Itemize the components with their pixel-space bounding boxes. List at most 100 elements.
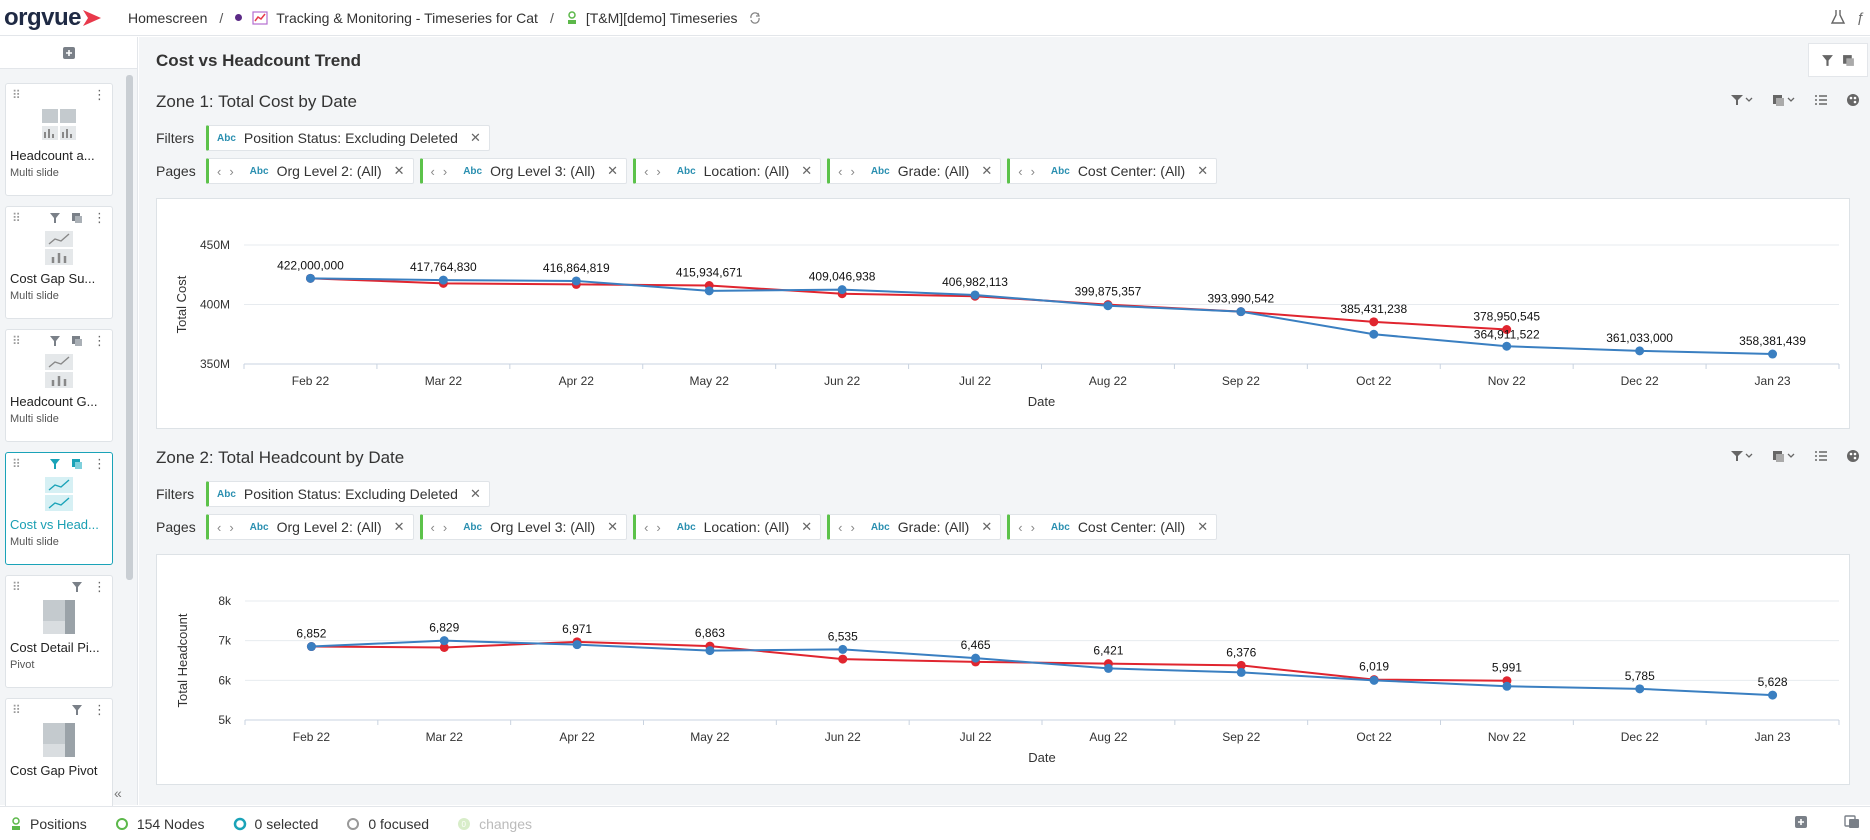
page-chip[interactable]: ‹› Abc Grade: (All) ✕ [827, 158, 1002, 184]
page-nav-arrows[interactable]: ‹› [1018, 519, 1043, 535]
palette-icon[interactable] [1846, 449, 1860, 468]
page-chip[interactable]: ‹› Abc Grade: (All) ✕ [827, 514, 1002, 540]
remove-page-icon[interactable]: ✕ [607, 163, 619, 178]
legend-icon[interactable] [1814, 449, 1828, 468]
zone-pages-dropdown[interactable] [1772, 449, 1796, 468]
filter-chip[interactable]: Abc Position Status: Excluding Deleted ✕ [206, 481, 490, 507]
duplicate-panel-icon[interactable] [1844, 815, 1860, 829]
filter-chip[interactable]: Abc Position Status: Excluding Deleted ✕ [206, 125, 490, 151]
collapse-sidebar-icon[interactable]: « [114, 785, 122, 801]
page-chip[interactable]: ‹› Abc Location: (All) ✕ [633, 158, 822, 184]
page-chip-label: Cost Center: [1077, 519, 1157, 535]
slide-title: Cost Gap Su... [10, 271, 96, 286]
zone-filter-dropdown[interactable] [1730, 449, 1754, 468]
remove-page-icon[interactable]: ✕ [607, 519, 619, 534]
page-chip[interactable]: ‹› Abc Org Level 3: (All) ✕ [419, 514, 628, 540]
pages-icon[interactable] [1842, 54, 1855, 67]
page-chip[interactable]: ‹› Abc Org Level 2: (All) ✕ [206, 514, 414, 540]
drag-handle-icon[interactable]: ⠿ [12, 334, 21, 348]
more-options-icon[interactable]: ⋮ [93, 87, 106, 102]
slide-card[interactable]: ⠿ ⋮ Headcount a... Multi slide [5, 83, 113, 196]
slide-card-active[interactable]: ⠿ ⋮ Cost vs Head... Multi slide [5, 452, 113, 565]
data-point [1635, 346, 1645, 356]
page-chip[interactable]: ‹› Abc Cost Center: (All) ✕ [1007, 514, 1218, 540]
function-icon[interactable]: ƒ [1856, 9, 1864, 25]
page-chip[interactable]: ‹› Abc Location: (All) ✕ [633, 514, 822, 540]
data-point [305, 273, 315, 283]
lab-flask-icon[interactable] [1830, 8, 1848, 26]
filter-icon[interactable] [49, 335, 61, 347]
pages-icon[interactable] [71, 212, 83, 224]
remove-page-icon[interactable]: ✕ [801, 163, 813, 178]
text-type-badge: Abc [870, 521, 890, 533]
remove-filter-icon[interactable]: ✕ [469, 486, 481, 501]
filter-icon[interactable] [71, 581, 83, 593]
node-count[interactable]: 154 Nodes [115, 816, 205, 832]
remove-page-icon[interactable]: ✕ [981, 519, 993, 534]
pages-icon[interactable] [71, 458, 83, 470]
page-nav-arrows[interactable]: ‹› [644, 519, 669, 535]
page-nav-arrows[interactable]: ‹› [430, 163, 456, 179]
more-options-icon[interactable]: ⋮ [93, 456, 106, 471]
refresh-icon[interactable] [748, 11, 762, 25]
x-tick-label: Feb 22 [292, 374, 330, 388]
page-nav-arrows[interactable]: ‹› [1018, 163, 1043, 179]
breadcrumb-home[interactable]: Homescreen [128, 9, 208, 26]
more-options-icon[interactable]: ⋮ [93, 333, 106, 348]
page-chip[interactable]: ‹› Abc Org Level 3: (All) ✕ [419, 158, 628, 184]
page-nav-arrows[interactable]: ‹› [838, 519, 863, 535]
cost-line-chart[interactable]: 350M 400M 450M Feb 22 Mar 22 Apr 22 May 22 Jun … [157, 199, 1851, 430]
page-nav-arrows[interactable]: ‹› [838, 163, 863, 179]
breadcrumb-dataset[interactable]: Tracking & Monitoring - Timeseries for C… [276, 9, 538, 26]
more-options-icon[interactable]: ⋮ [93, 702, 106, 717]
breadcrumb-view[interactable]: [T&M][demo] Timeseries [585, 9, 738, 26]
slide-card[interactable]: ⠿ ⋮ Cost Detail Pi... Pivot [5, 575, 113, 688]
page-filter-panel[interactable] [1808, 43, 1868, 77]
drag-handle-icon[interactable]: ⠿ [12, 580, 21, 594]
drag-handle-icon[interactable]: ⠿ [12, 703, 21, 717]
filter-icon[interactable] [49, 212, 61, 224]
data-point [838, 654, 848, 664]
add-panel-icon[interactable] [1794, 815, 1808, 829]
focused-count[interactable]: 0 focused [346, 816, 429, 832]
changes-indicator[interactable]: 0 changes [457, 816, 532, 832]
remove-filter-icon[interactable]: ✕ [469, 130, 481, 145]
remove-page-icon[interactable]: ✕ [981, 163, 993, 178]
remove-page-icon[interactable]: ✕ [393, 519, 405, 534]
more-options-icon[interactable]: ⋮ [93, 210, 106, 225]
slide-card[interactable]: ⠿ ⋮ Cost Gap Pivot [5, 698, 113, 811]
pages-icon[interactable] [71, 335, 83, 347]
sidebar-scrollbar[interactable] [126, 75, 133, 580]
selected-count[interactable]: 0 selected [233, 816, 318, 832]
page-chip[interactable]: ‹› Abc Cost Center: (All) ✕ [1007, 158, 1218, 184]
zone-filter-dropdown[interactable] [1730, 93, 1754, 112]
remove-page-icon[interactable]: ✕ [393, 163, 405, 178]
page-chip[interactable]: ‹› Abc Org Level 2: (All) ✕ [206, 158, 414, 184]
palette-icon[interactable] [1846, 93, 1860, 112]
page-nav-arrows[interactable]: ‹› [644, 163, 669, 179]
data-point [970, 290, 980, 300]
filter-icon[interactable] [1821, 54, 1834, 67]
statusbar-actions [1794, 815, 1860, 829]
page-nav-arrows[interactable]: ‹› [217, 163, 242, 179]
filter-icon[interactable] [49, 458, 61, 470]
headcount-line-chart[interactable]: 5k 6k 7k 8k Feb 22 Mar 22 Apr 22 May 22 Jun 22 Ju… [157, 555, 1851, 786]
dataset-indicator[interactable]: Positions [10, 816, 87, 832]
more-options-icon[interactable]: ⋮ [93, 579, 106, 594]
filter-icon[interactable] [71, 704, 83, 716]
slide-card[interactable]: ⠿ ⋮ Cost Gap Su... Multi slide [5, 206, 113, 319]
drag-handle-icon[interactable]: ⠿ [12, 457, 21, 471]
orgvue-logo[interactable]: orgvue [4, 4, 122, 32]
slide-card[interactable]: ⠿ ⋮ Headcount G... Multi slide [5, 329, 113, 442]
drag-handle-icon[interactable]: ⠿ [12, 88, 21, 102]
remove-page-icon[interactable]: ✕ [801, 519, 813, 534]
page-nav-arrows[interactable]: ‹› [430, 519, 456, 535]
page-nav-arrows[interactable]: ‹› [217, 519, 242, 535]
zone-pages-dropdown[interactable] [1772, 93, 1796, 112]
remove-page-icon[interactable]: ✕ [1197, 163, 1209, 178]
remove-page-icon[interactable]: ✕ [1197, 519, 1209, 534]
text-type-badge: Abc [463, 521, 483, 533]
legend-icon[interactable] [1814, 93, 1828, 112]
drag-handle-icon[interactable]: ⠿ [12, 211, 21, 225]
add-slide-button[interactable] [0, 37, 137, 69]
